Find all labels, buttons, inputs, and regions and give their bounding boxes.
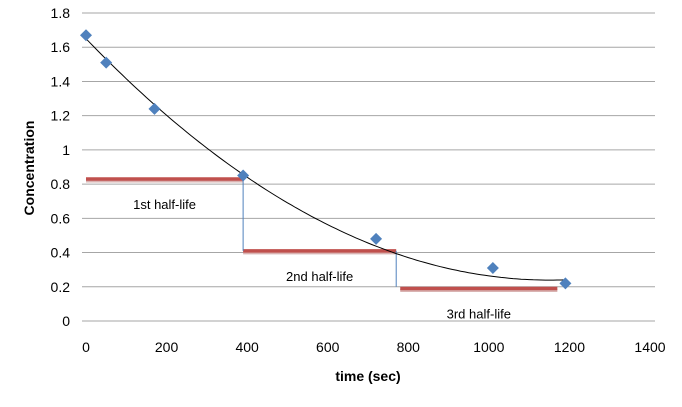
y-tick-label: 1.4: [51, 73, 71, 89]
y-tick-label: 0.4: [51, 245, 71, 261]
x-tick-label: 800: [397, 339, 421, 355]
x-tick-label: 1000: [473, 339, 504, 355]
x-tick-labels: 0 200 400 600 800 1000 1200 1400: [82, 339, 666, 355]
y-axis-label: Concentration: [21, 121, 37, 216]
data-point: [237, 169, 250, 182]
data-point: [80, 29, 92, 42]
y-tick-labels: 0 0.2 0.4 0.6 0.8 1 1.2 1.4 1.6 1.8: [51, 5, 71, 329]
x-tick-label: 1200: [554, 339, 585, 355]
half-life-label: 3rd half-life: [447, 306, 511, 321]
half-life-label: 1st half-life: [133, 197, 196, 212]
y-tick-label: 1.8: [51, 5, 71, 21]
data-point: [100, 56, 113, 69]
half-life-label: 2nd half-life: [286, 269, 353, 284]
trendline-group: [85, 38, 566, 281]
data-point: [148, 102, 161, 115]
data-point: [370, 232, 383, 245]
grid: [82, 12, 655, 322]
x-tick-label: 1400: [634, 339, 665, 355]
x-tick-label: 0: [82, 339, 90, 355]
y-tick-label: 1: [62, 142, 70, 158]
x-tick-label: 400: [235, 339, 259, 355]
data-point: [559, 277, 572, 290]
y-tick-label: 0.2: [51, 279, 71, 295]
data-point: [486, 261, 499, 274]
trendline: [85, 38, 566, 281]
y-tick-label: 0.6: [51, 210, 71, 226]
half-life-segments: 1st half-life 2nd half-life 3rd half-life: [86, 177, 558, 321]
x-tick-label: 600: [316, 339, 340, 355]
y-tick-label: 0: [62, 313, 70, 329]
y-tick-label: 1.6: [51, 39, 71, 55]
x-axis-label: time (sec): [335, 368, 400, 384]
x-tick-label: 200: [155, 339, 179, 355]
data-points: [80, 29, 572, 290]
y-tick-label: 0.8: [51, 176, 71, 192]
y-tick-label: 1.2: [51, 108, 71, 124]
